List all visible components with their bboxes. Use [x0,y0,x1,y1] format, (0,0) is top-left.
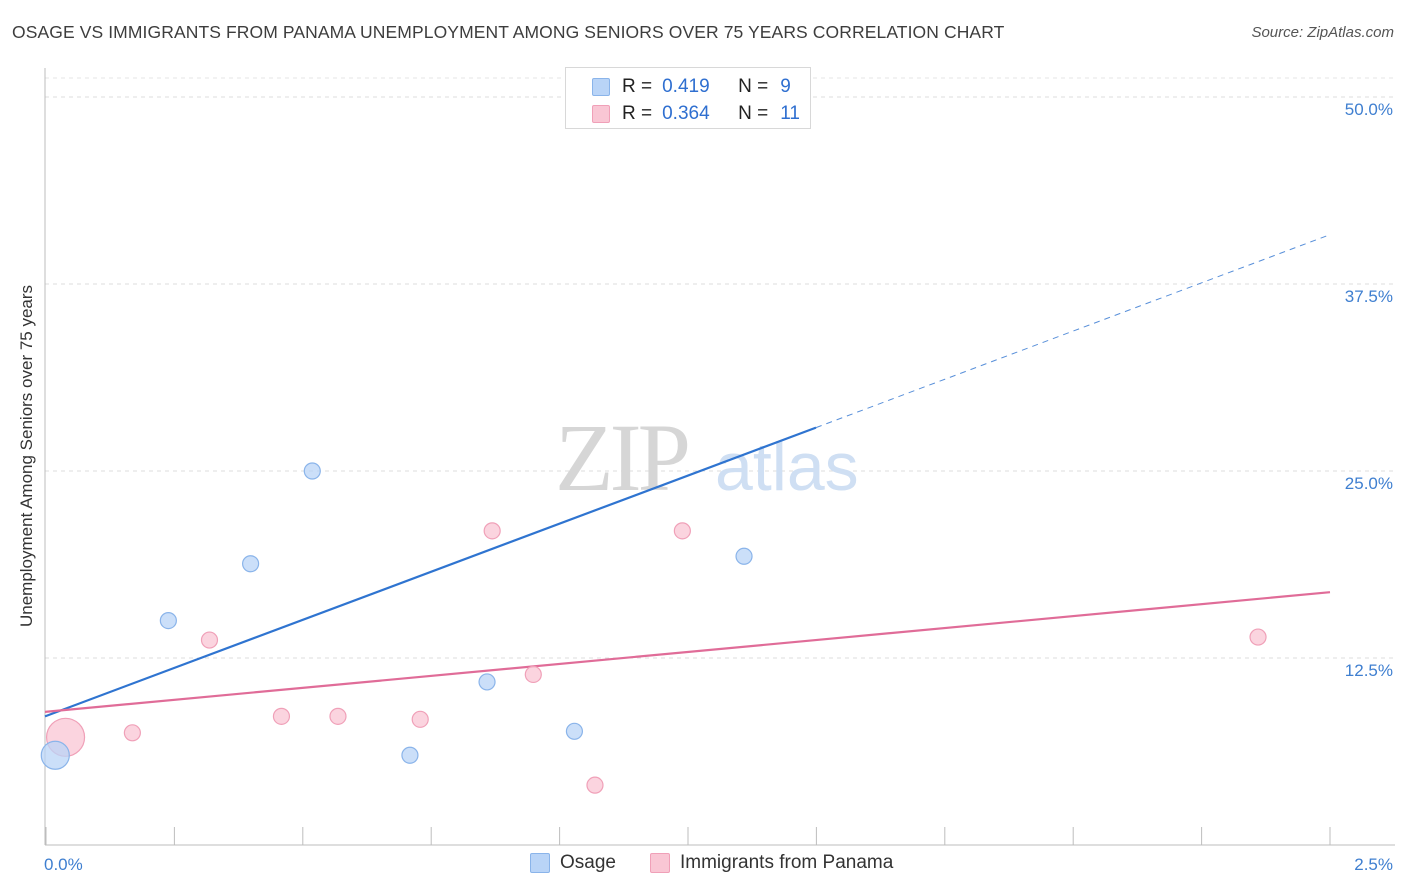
legend-row-osage: R = 0.419 N = 9 [566,74,791,100]
legend-item-panama: Immigrants from Panama [650,852,893,874]
point-panama [123,724,141,742]
legend-swatch-osage [592,78,610,96]
axes [44,68,1395,846]
legend-n-panama: 11 [780,103,800,124]
point-panama [1249,628,1267,646]
data-points [40,76,1267,794]
legend-row-panama: R = 0.364 N = 11 [566,101,800,127]
point-osage [40,740,70,770]
y-tick-label: 50.0% [1345,100,1393,119]
point-osage [478,673,496,691]
y-tick-label: 37.5% [1345,287,1393,306]
legend-swatch-osage [530,853,550,873]
trend-lines [44,234,1331,718]
legend-r-label: R = [622,103,653,124]
source-label: Source: ZipAtlas.com [1251,24,1394,41]
tick-labels: 12.5% 25.0% 37.5% 50.0% 0.0% 2.5% [44,100,1393,874]
watermark-zip: ZIP [555,404,688,511]
legend-n-label: N = [738,76,769,97]
x-tick-label-min: 0.0% [44,855,83,874]
point-osage [735,547,753,565]
trend-line-panama [44,591,1331,713]
point-panama [200,631,219,649]
legend-r-osage: 0.419 [662,76,710,97]
point-osage [159,611,177,630]
point-osage [242,555,260,573]
legend-swatch-panama [592,105,610,123]
legend-r-label: R = [622,76,653,97]
y-tick-label: 25.0% [1345,474,1393,493]
trend-line-osage [44,426,817,718]
legend-item-osage: Osage [530,852,616,874]
legend-n-osage: 9 [780,76,791,97]
point-osage [401,746,419,764]
point-osage [565,722,584,740]
watermark: ZIP atlas [555,404,859,511]
point-panama [483,522,501,540]
y-tick-label: 12.5% [1345,661,1393,680]
chart-title: OSAGE VS IMMIGRANTS FROM PANAMA UNEMPLOY… [12,22,1005,42]
point-panama [272,707,291,725]
trend-line-osage-extension [815,234,1331,429]
legend-label-osage: Osage [560,852,616,873]
x-tick-label-max: 2.5% [1354,855,1393,874]
legend-label-panama: Immigrants from Panama [680,852,894,873]
legend-r-panama: 0.364 [662,103,710,124]
correlation-legend: R = 0.419 N = 9 R = 0.364 N = 11 [565,67,811,129]
point-panama [673,522,691,540]
point-panama [524,665,542,684]
point-osage [303,462,321,480]
point-panama [586,776,604,794]
point-panama [411,710,429,728]
series-legend: Osage Immigrants from Panama [0,852,1406,878]
legend-swatch-panama [650,853,670,873]
point-panama [329,707,347,725]
legend-n-label: N = [738,103,769,124]
watermark-atlas: atlas [715,429,859,505]
